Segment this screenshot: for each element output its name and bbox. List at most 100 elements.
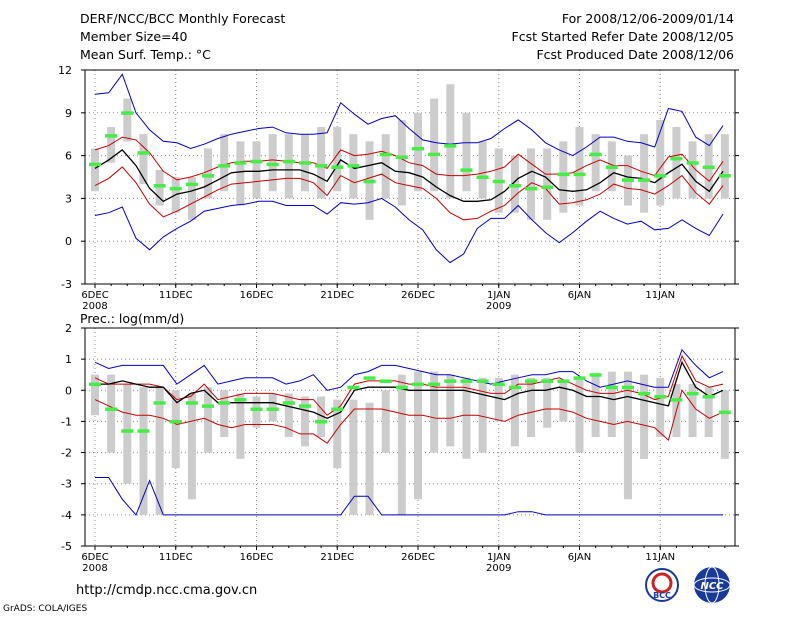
median-mark <box>315 164 328 168</box>
median-mark <box>492 382 505 387</box>
median-mark <box>395 155 408 160</box>
median-mark <box>460 379 473 383</box>
median-mark <box>282 159 295 164</box>
median-mark <box>266 407 279 411</box>
ncc-logo: NCC <box>693 566 731 604</box>
median-mark <box>234 398 247 402</box>
x-tick-label: 11JAN <box>645 552 675 563</box>
median-mark <box>557 172 570 177</box>
ensemble-box <box>575 127 584 206</box>
ensemble-box <box>204 148 213 199</box>
median-mark <box>638 391 651 396</box>
ncc-logo-text: NCC <box>700 581 724 592</box>
ensemble-box <box>462 377 471 459</box>
y-tick-label: 3 <box>65 192 72 205</box>
x-tick-label: 6DEC <box>81 552 108 563</box>
median-mark <box>670 398 683 402</box>
y-tick-label: -3 <box>61 278 72 291</box>
ensemble-box <box>559 380 568 422</box>
median-mark <box>185 182 198 187</box>
median-mark <box>428 382 441 387</box>
median-mark <box>202 174 215 178</box>
median-mark <box>379 379 392 383</box>
median-mark <box>315 419 328 424</box>
median-mark <box>89 162 101 167</box>
bcc-logo: BCC <box>645 568 679 602</box>
header-produced-date: Fcst Produced Date 2008/12/06 <box>536 47 734 62</box>
ensemble-box <box>688 384 697 437</box>
median-mark <box>347 164 360 168</box>
footer-url[interactable]: http://cmdp.ncc.cma.gov.cn <box>76 583 258 598</box>
x-tick-label: 21DEC <box>320 290 354 301</box>
ensemble-box <box>107 127 116 163</box>
x-tick-year: 2008 <box>82 301 107 312</box>
x-tick-label: 21DEC <box>320 552 354 563</box>
ensemble-box <box>236 141 245 206</box>
ensemble-box <box>381 390 390 453</box>
median-mark <box>557 379 570 383</box>
ensemble-box <box>220 390 229 437</box>
x-tick-label: 6JAN <box>568 552 591 563</box>
ensemble-box <box>349 399 358 515</box>
median-mark <box>476 175 489 179</box>
median-mark <box>234 161 247 165</box>
ensemble-box <box>284 393 293 437</box>
ensemble-box <box>672 127 681 199</box>
header-member-size: Member Size=40 <box>80 29 188 44</box>
median-mark <box>105 134 118 138</box>
x-tick-label: 1JAN <box>487 290 510 301</box>
median-mark <box>460 168 473 172</box>
ensemble-box <box>284 134 293 199</box>
median-mark <box>573 376 586 380</box>
ensemble-box <box>591 374 600 437</box>
median-mark <box>541 185 554 189</box>
ensemble-box <box>91 148 99 192</box>
y-tick-label: -3 <box>61 478 72 491</box>
precip-title: Prec.: log(mm/d) <box>80 311 185 326</box>
median-mark <box>89 382 101 387</box>
y-tick-label: -5 <box>61 540 72 553</box>
median-mark <box>169 419 182 424</box>
median-mark <box>654 174 667 178</box>
median-mark <box>169 186 182 191</box>
y-tick-label: 0 <box>65 384 72 397</box>
y-tick-label: 12 <box>58 64 72 77</box>
series-line-max <box>94 348 724 391</box>
ensemble-box <box>623 371 632 500</box>
median-mark <box>670 156 683 161</box>
ensemble-box <box>414 371 422 500</box>
ensemble-box <box>720 134 729 199</box>
median-mark <box>363 179 376 184</box>
ensemble-box <box>300 396 309 447</box>
median-mark <box>508 385 521 390</box>
median-mark <box>525 379 538 383</box>
y-tick-label: -4 <box>61 509 72 522</box>
median-mark <box>686 161 699 165</box>
y-tick-label: -2 <box>61 447 72 460</box>
ensemble-box <box>155 387 164 515</box>
median-mark <box>218 164 231 168</box>
median-mark <box>702 395 715 399</box>
ensemble-box <box>543 377 552 428</box>
ensemble-box <box>430 371 439 453</box>
median-mark <box>589 152 602 157</box>
median-mark <box>605 165 618 170</box>
x-tick-label: 26DEC <box>401 290 435 301</box>
median-mark <box>331 407 344 411</box>
ensemble-box <box>317 396 326 437</box>
median-mark <box>541 379 554 383</box>
median-mark <box>395 385 408 390</box>
ensemble-box <box>640 374 649 459</box>
ensemble-box <box>397 119 406 206</box>
median-mark <box>137 429 150 433</box>
median-mark <box>444 379 457 383</box>
ensemble-box <box>414 112 422 192</box>
logos: BCC NCC <box>645 566 731 604</box>
ensemble-box <box>397 374 406 515</box>
x-tick-label: 1JAN <box>487 552 510 563</box>
median-mark <box>428 152 441 157</box>
ensemble-box <box>462 112 471 192</box>
ensemble-box <box>688 141 697 199</box>
